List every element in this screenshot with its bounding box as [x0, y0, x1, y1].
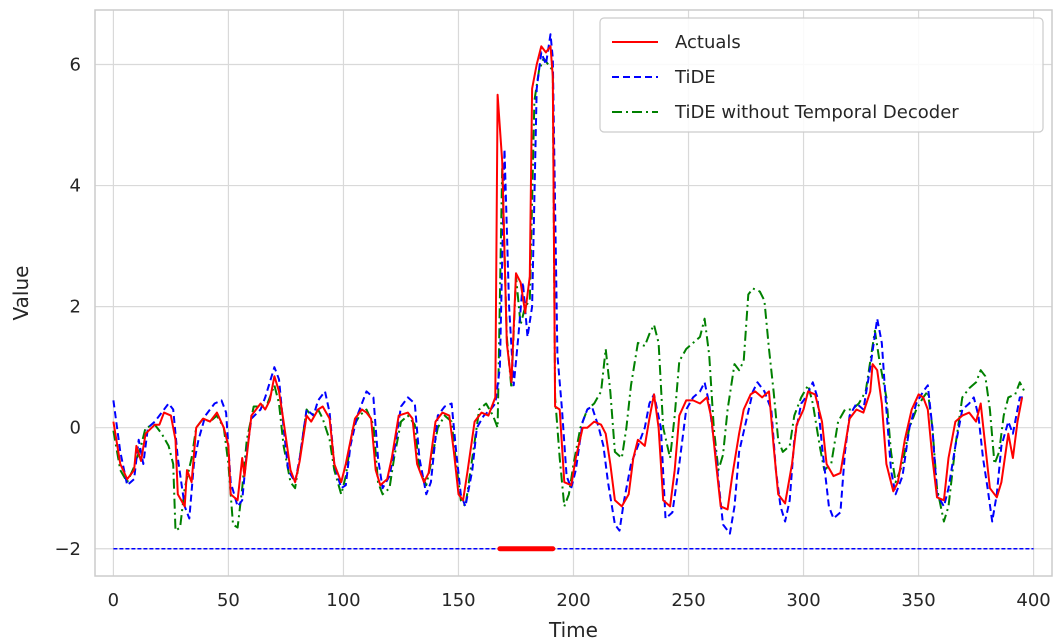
x-tick-label: 250 — [671, 590, 705, 611]
x-tick-label: 400 — [1016, 590, 1050, 611]
legend-label: TiDE — [674, 67, 716, 88]
y-tick-label: −2 — [54, 539, 81, 560]
x-tick-label: 350 — [901, 590, 935, 611]
x-axis-ticks: 0 50 100 150 200 250 300 350 400 — [108, 590, 1051, 611]
x-tick-label: 200 — [556, 590, 590, 611]
x-tick-label: 50 — [217, 590, 240, 611]
series-line-0 — [112, 45, 1024, 511]
legend-label: Actuals — [675, 32, 741, 53]
y-tick-label: 0 — [70, 418, 81, 439]
y-tick-label: 2 — [70, 297, 81, 318]
x-axis-label: Time — [548, 618, 598, 641]
legend: Actuals TiDE TiDE without Temporal Decoder — [599, 17, 1044, 133]
x-tick-label: 150 — [441, 590, 475, 611]
data-lines — [112, 33, 1034, 552]
x-tick-label: 300 — [786, 590, 820, 611]
x-tick-label: 100 — [326, 590, 360, 611]
plot-frame — [94, 9, 1053, 577]
series-line-2 — [112, 57, 1026, 532]
y-tick-label: 4 — [70, 176, 81, 197]
y-tick-label: 6 — [70, 54, 81, 75]
x-tick-label: 0 — [108, 590, 119, 611]
series-line-1 — [112, 33, 1025, 535]
legend-label: TiDE without Temporal Decoder — [674, 102, 959, 123]
y-axis-label: Value — [9, 266, 33, 321]
legend-box — [599, 17, 1044, 133]
y-axis-ticks: −2 0 2 4 6 — [54, 54, 81, 559]
